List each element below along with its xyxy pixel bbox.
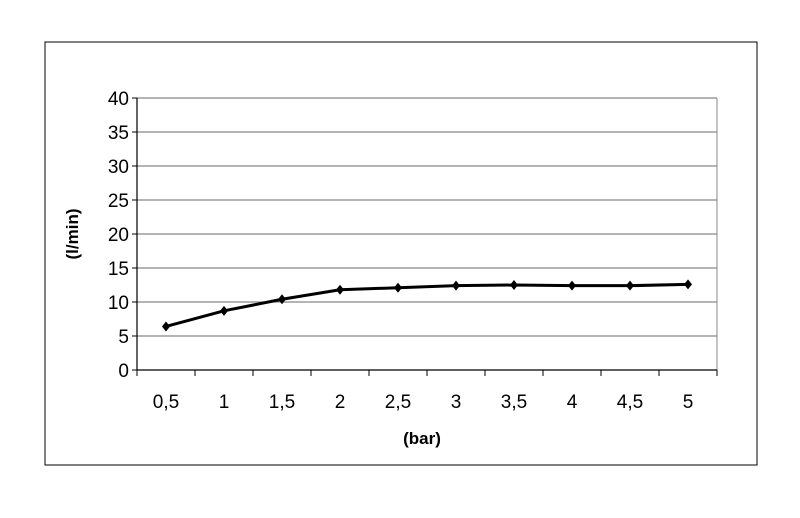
y-tick-label: 15 [108, 259, 129, 280]
chart-frame [44, 41, 758, 466]
y-tick-label: 35 [108, 123, 129, 144]
x-tick-label: 5 [683, 392, 694, 413]
series-line [165, 282, 689, 328]
y-tick-label: 10 [108, 293, 129, 314]
y-tick-label: 0 [118, 361, 129, 382]
x-tick-label: 3,5 [501, 392, 527, 413]
x-tick-label: 2 [335, 392, 346, 413]
data-point [394, 282, 402, 293]
x-tick-label: 1,5 [269, 392, 295, 413]
x-tick-label: 4,5 [617, 392, 643, 413]
x-tick-label: 2,5 [385, 392, 411, 413]
y-tick-label: 40 [108, 89, 129, 110]
data-point [162, 321, 170, 332]
data-point [278, 294, 286, 305]
data-point [336, 284, 344, 295]
data-point [510, 280, 518, 290]
y-tick-label: 20 [108, 225, 129, 246]
x-tick-label: 1 [219, 392, 230, 413]
x-tick-label: 0,5 [153, 392, 179, 413]
data-point [684, 279, 692, 290]
y-tick-label: 30 [108, 157, 129, 178]
y-axis-label: (l/min) [63, 209, 82, 260]
y-tick-label: 5 [118, 327, 129, 348]
x-tick-label: 4 [567, 392, 578, 413]
x-axis-label: (bar) [403, 429, 441, 448]
data-point [452, 280, 460, 291]
x-tick-label: 3 [451, 392, 462, 413]
y-tick-label: 25 [108, 191, 129, 212]
data-point [220, 305, 228, 316]
data-point [568, 280, 576, 291]
data-point [626, 280, 634, 291]
